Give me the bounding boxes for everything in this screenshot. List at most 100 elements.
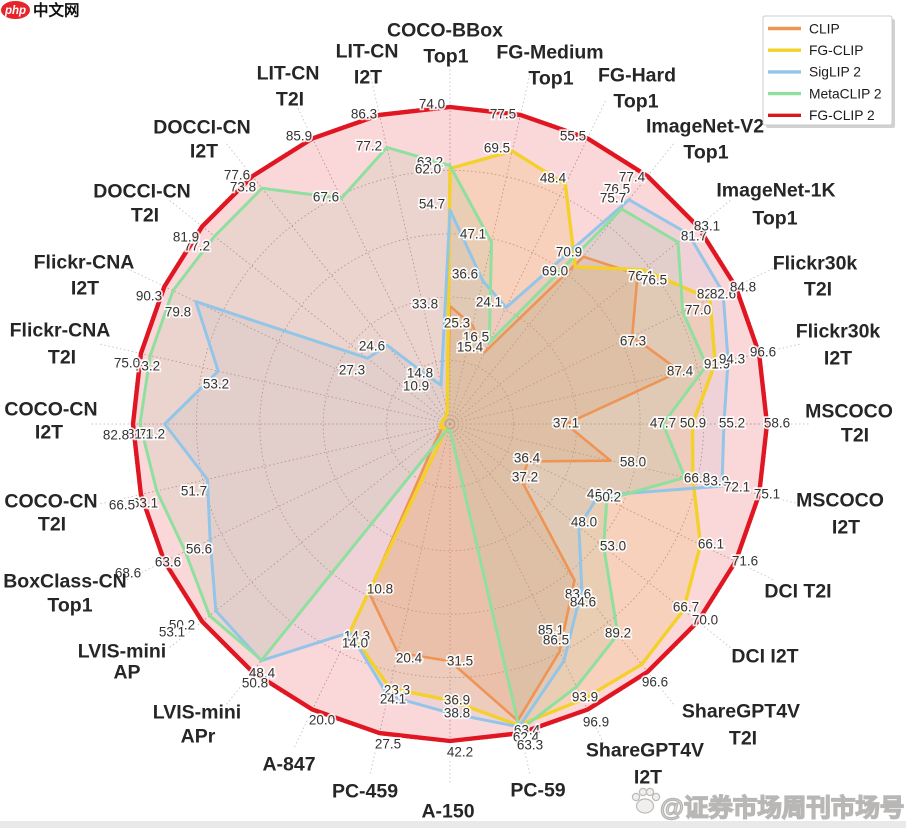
svg-text:FG-Medium: FG-Medium — [496, 42, 603, 64]
svg-text:14.3: 14.3 — [344, 629, 370, 644]
svg-text:A-150: A-150 — [421, 801, 474, 823]
svg-text:I2T: I2T — [354, 67, 382, 89]
svg-text:96.6: 96.6 — [642, 675, 668, 690]
svg-text:51.7: 51.7 — [181, 484, 207, 499]
svg-text:79.8: 79.8 — [165, 305, 191, 320]
svg-text:48.4: 48.4 — [540, 171, 567, 186]
svg-text:85.1: 85.1 — [538, 623, 564, 638]
svg-text:T2I: T2I — [38, 514, 66, 536]
svg-text:77.5: 77.5 — [490, 107, 516, 122]
svg-text:72.1: 72.1 — [724, 480, 750, 495]
svg-text:LIT-CN: LIT-CN — [257, 63, 320, 85]
svg-text:84.6: 84.6 — [570, 595, 596, 610]
svg-text:I2T: I2T — [35, 422, 63, 444]
svg-text:77.0: 77.0 — [685, 303, 711, 318]
svg-text:74.0: 74.0 — [419, 97, 445, 112]
svg-text:10.8: 10.8 — [367, 582, 393, 597]
svg-text:MetaCLIP 2: MetaCLIP 2 — [809, 86, 882, 101]
svg-text:86.3: 86.3 — [351, 107, 377, 122]
svg-text:COCO-CN: COCO-CN — [4, 491, 97, 513]
svg-text:77.2: 77.2 — [184, 239, 210, 254]
svg-text:86.5: 86.5 — [543, 633, 569, 648]
svg-text:50.9: 50.9 — [680, 416, 706, 431]
svg-text:Top1: Top1 — [528, 68, 573, 90]
svg-text:96.6: 96.6 — [750, 345, 776, 360]
svg-text:A-847: A-847 — [262, 754, 315, 776]
svg-text:20.0: 20.0 — [309, 713, 335, 728]
svg-text:53.0: 53.0 — [600, 539, 626, 554]
svg-text:Flickr-CNA: Flickr-CNA — [34, 252, 135, 274]
svg-text:MSCOCO: MSCOCO — [805, 401, 893, 423]
svg-text:76.5: 76.5 — [641, 273, 667, 288]
svg-text:89.2: 89.2 — [605, 626, 631, 641]
svg-text:55.5: 55.5 — [560, 129, 586, 144]
svg-text:COCO-BBox: COCO-BBox — [387, 20, 503, 42]
svg-text:63.4: 63.4 — [514, 723, 541, 738]
svg-text:T2I: T2I — [804, 279, 832, 301]
svg-text:47.1: 47.1 — [460, 227, 486, 242]
svg-text:50.2: 50.2 — [595, 490, 621, 505]
svg-text:中文网: 中文网 — [33, 1, 80, 20]
svg-text:53.2: 53.2 — [203, 377, 229, 392]
svg-text:46.2: 46.2 — [587, 487, 613, 502]
svg-text:36.4: 36.4 — [514, 451, 541, 466]
svg-text:SigLIP 2: SigLIP 2 — [809, 65, 861, 80]
svg-text:T2I: T2I — [131, 205, 159, 227]
svg-text:42.2: 42.2 — [447, 745, 473, 760]
svg-text:48.0: 48.0 — [571, 515, 597, 530]
svg-text:66.5: 66.5 — [109, 498, 135, 513]
svg-text:T2I: T2I — [841, 425, 869, 447]
svg-text:24.1: 24.1 — [476, 295, 502, 310]
svg-text:50.8: 50.8 — [242, 676, 268, 691]
svg-text:DCI I2T: DCI I2T — [731, 646, 798, 668]
svg-text:77.6: 77.6 — [224, 168, 250, 183]
svg-text:15.4: 15.4 — [457, 340, 484, 355]
svg-text:T2I: T2I — [48, 347, 76, 369]
svg-text:ShareGPT4V: ShareGPT4V — [682, 701, 800, 723]
svg-text:63.9: 63.9 — [703, 474, 729, 489]
svg-text:81.1: 81.1 — [127, 427, 153, 442]
svg-text:83.1: 83.1 — [694, 219, 720, 234]
svg-text:LVIS-mini: LVIS-mini — [153, 702, 241, 724]
svg-text:14.0: 14.0 — [342, 636, 368, 651]
svg-text:77.2: 77.2 — [356, 139, 382, 154]
svg-text:PC-459: PC-459 — [332, 781, 398, 803]
svg-text:FG-CLIP: FG-CLIP — [809, 43, 863, 58]
svg-text:63.1: 63.1 — [132, 496, 158, 511]
svg-text:FG-Hard: FG-Hard — [598, 65, 676, 87]
svg-text:24.6: 24.6 — [359, 339, 385, 354]
svg-text:I2T: I2T — [832, 517, 860, 539]
svg-text:58.0: 58.0 — [620, 455, 646, 470]
svg-text:CLIP: CLIP — [809, 21, 840, 36]
svg-text:PC-59: PC-59 — [510, 780, 565, 802]
svg-text:31.5: 31.5 — [447, 654, 473, 669]
svg-text:Top1: Top1 — [613, 91, 658, 113]
svg-text:I2T: I2T — [71, 278, 99, 300]
svg-text:BoxClass-CN: BoxClass-CN — [3, 571, 127, 593]
svg-text:76.5: 76.5 — [604, 182, 630, 197]
svg-text:75.7: 75.7 — [600, 191, 626, 206]
svg-text:33.8: 33.8 — [412, 297, 438, 312]
svg-text:62.0: 62.0 — [415, 162, 441, 177]
svg-text:70.0: 70.0 — [692, 613, 718, 628]
svg-text:27.3: 27.3 — [339, 363, 365, 378]
svg-text:20.4: 20.4 — [396, 651, 423, 666]
svg-text:Flickr30k: Flickr30k — [773, 253, 858, 275]
svg-text:75.0: 75.0 — [114, 356, 140, 371]
svg-text:81.7: 81.7 — [681, 229, 707, 244]
svg-text:75.1: 75.1 — [754, 487, 780, 502]
svg-text:71.6: 71.6 — [732, 554, 758, 569]
svg-text:36.9: 36.9 — [444, 693, 470, 708]
svg-text:66.7: 66.7 — [673, 600, 699, 615]
svg-text:67.6: 67.6 — [313, 190, 339, 205]
svg-text:83.6: 83.6 — [565, 587, 591, 602]
svg-text:COCO-CN: COCO-CN — [4, 399, 97, 421]
svg-text:54.7: 54.7 — [419, 197, 445, 212]
svg-text:23.3: 23.3 — [384, 683, 410, 698]
svg-text:LIT-CN: LIT-CN — [336, 41, 399, 63]
svg-text:ShareGPT4V: ShareGPT4V — [586, 740, 704, 762]
svg-text:73.8: 73.8 — [230, 180, 256, 195]
svg-text:37.1: 37.1 — [553, 416, 579, 431]
svg-text:50.2: 50.2 — [169, 618, 195, 633]
svg-text:69.5: 69.5 — [484, 141, 510, 156]
